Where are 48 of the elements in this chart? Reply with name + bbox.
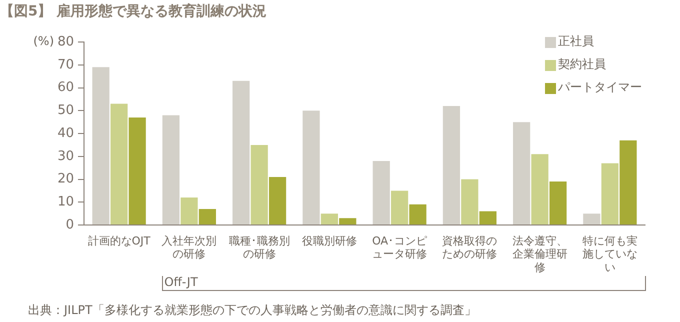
bar bbox=[372, 160, 390, 224]
x-tick-label: 特に何も実施していない bbox=[582, 234, 638, 274]
bar bbox=[232, 80, 250, 224]
text: Off-JT bbox=[164, 275, 198, 290]
x-tick-label: 職種･職務別の研修 bbox=[228, 234, 290, 261]
bar bbox=[620, 140, 637, 224]
bar bbox=[92, 67, 110, 224]
x-tick-label: 入社年次別の研修 bbox=[162, 234, 217, 261]
x-tick-label: 計画的なOJT bbox=[88, 234, 151, 248]
bar bbox=[442, 106, 460, 224]
y-tick-label: 10 bbox=[57, 194, 74, 210]
y-tick-label: 20 bbox=[57, 172, 74, 187]
source-note: 出典：JILPT「多様化する就業形態の下での人事戦略と労働者の意識に関する調査」 bbox=[28, 303, 476, 318]
bar bbox=[601, 163, 619, 224]
x-tick-label: 役職別研修 bbox=[302, 234, 357, 248]
y-axis-title: (%) bbox=[33, 34, 54, 48]
bar bbox=[583, 214, 600, 224]
bar bbox=[409, 204, 426, 224]
bar bbox=[128, 117, 146, 224]
y-tick-label: 0 bbox=[66, 217, 74, 232]
x-tick-label: 資格取得のための研修 bbox=[442, 234, 498, 261]
chart-title: 【図5】 雇用形態で異なる教育訓練の状況 bbox=[0, 2, 267, 20]
y-tick-label: 30 bbox=[57, 148, 74, 164]
bar bbox=[268, 176, 286, 224]
bar bbox=[302, 110, 320, 224]
y-tick-label: 60 bbox=[57, 80, 74, 96]
bar bbox=[110, 104, 128, 224]
bar bbox=[250, 144, 268, 224]
bar bbox=[479, 211, 496, 224]
legend-label: パートタイマー bbox=[557, 80, 642, 94]
bar bbox=[513, 122, 530, 224]
bar bbox=[549, 182, 567, 224]
bar bbox=[180, 198, 198, 224]
x-tick-label: OA･コンピュータ研修 bbox=[372, 234, 428, 261]
bar bbox=[339, 218, 356, 224]
x-tick-label: 法令遵守、企業倫理研修 bbox=[512, 234, 568, 274]
bar bbox=[198, 208, 216, 224]
bar bbox=[162, 115, 180, 224]
y-tick-label: 40 bbox=[57, 126, 74, 141]
legend-label: 正社員 bbox=[558, 34, 594, 48]
y-tick-label: 50 bbox=[57, 103, 74, 118]
bar bbox=[461, 179, 478, 224]
y-tick-label: 80 bbox=[57, 34, 74, 50]
bar bbox=[390, 190, 408, 224]
bar bbox=[531, 154, 548, 224]
bar bbox=[320, 214, 338, 224]
legend-label: 契約社員 bbox=[558, 57, 606, 72]
y-tick-label: 70 bbox=[57, 57, 74, 72]
